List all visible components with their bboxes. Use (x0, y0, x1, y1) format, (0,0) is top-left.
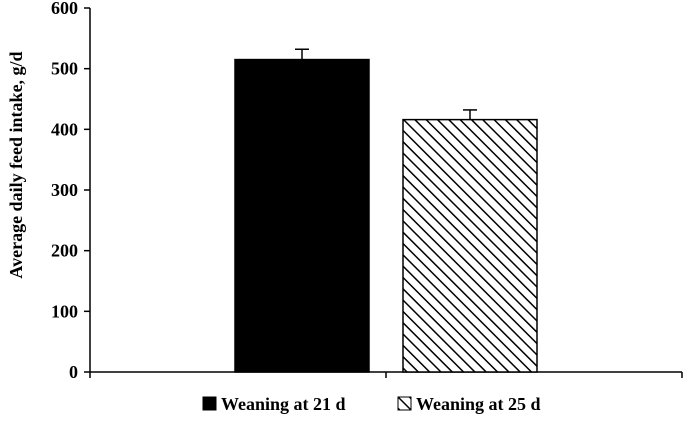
y-tick-label: 500 (51, 59, 78, 79)
y-tick-label: 200 (51, 241, 78, 261)
error-bars (295, 48, 477, 120)
y-tick-label: 0 (69, 362, 78, 382)
legend: Weaning at 21 d Weaning at 25 d (202, 394, 541, 414)
y-axis: 0 100 200 300 400 500 600 (51, 0, 91, 382)
x-axis (89, 371, 683, 378)
y-axis-title: Average daily feed intake, g/d (6, 51, 26, 278)
y-tick-label: 400 (51, 119, 78, 139)
bar-1 (234, 58, 370, 373)
legend-swatch-2 (397, 396, 412, 411)
legend-label-2: Weaning at 25 d (416, 394, 541, 414)
y-tick-label: 100 (51, 301, 78, 321)
legend-label-1: Weaning at 21 d (221, 394, 346, 414)
legend-swatch-1 (202, 396, 217, 411)
bars (234, 58, 538, 373)
y-tick-label: 600 (51, 0, 78, 18)
bar-2 (402, 118, 538, 373)
y-tick-label: 300 (51, 180, 78, 200)
